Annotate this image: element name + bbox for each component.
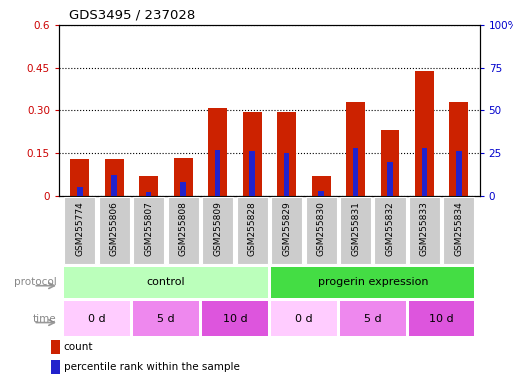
Bar [249, 151, 255, 196]
Text: 0 d: 0 d [295, 314, 312, 324]
Bar [139, 177, 158, 196]
Bar [271, 267, 475, 298]
Bar [105, 159, 124, 196]
Bar [271, 197, 302, 263]
Bar [456, 151, 462, 196]
Bar [77, 187, 83, 196]
Text: percentile rank within the sample: percentile rank within the sample [64, 362, 240, 372]
Bar [111, 175, 117, 196]
Bar [340, 301, 405, 336]
Bar [271, 301, 337, 336]
Bar [173, 158, 192, 196]
Bar [387, 162, 393, 196]
Text: 5 d: 5 d [157, 314, 175, 324]
Bar [311, 177, 330, 196]
Bar [352, 148, 359, 196]
Bar [146, 192, 151, 196]
Bar [168, 197, 199, 263]
Bar [236, 197, 268, 263]
Text: time: time [33, 314, 56, 324]
Bar [64, 267, 268, 298]
Text: GSM255806: GSM255806 [110, 201, 119, 256]
Text: GSM255833: GSM255833 [420, 201, 429, 256]
Text: protocol: protocol [14, 277, 56, 287]
Text: GSM255829: GSM255829 [282, 201, 291, 256]
Bar [415, 71, 434, 196]
Text: GSM255832: GSM255832 [385, 201, 394, 256]
Bar [64, 301, 130, 336]
Bar [202, 301, 268, 336]
Bar [243, 112, 262, 196]
Text: 10 d: 10 d [223, 314, 247, 324]
Bar [133, 301, 199, 336]
Bar [277, 113, 296, 196]
Bar [409, 301, 475, 336]
Bar [208, 108, 227, 196]
Text: 0 d: 0 d [88, 314, 106, 324]
Text: GDS3495 / 237028: GDS3495 / 237028 [69, 8, 195, 21]
Bar [422, 148, 427, 196]
Text: control: control [147, 277, 185, 287]
Bar [340, 197, 371, 263]
Text: GSM255828: GSM255828 [248, 201, 256, 256]
Text: GSM255807: GSM255807 [144, 201, 153, 256]
Bar [381, 130, 400, 196]
Text: GSM255809: GSM255809 [213, 201, 222, 256]
Bar [449, 102, 468, 196]
Bar [64, 197, 95, 263]
Text: GSM255774: GSM255774 [75, 201, 84, 256]
Text: count: count [64, 342, 93, 352]
Bar [51, 340, 61, 354]
Text: progerin expression: progerin expression [318, 277, 428, 287]
Bar [409, 197, 440, 263]
Text: 10 d: 10 d [429, 314, 454, 324]
Bar [133, 197, 164, 263]
Text: GSM255831: GSM255831 [351, 201, 360, 256]
Text: 5 d: 5 d [364, 314, 382, 324]
Text: GSM255808: GSM255808 [179, 201, 188, 256]
Bar [346, 102, 365, 196]
Bar [98, 197, 130, 263]
Bar [374, 197, 405, 263]
Bar [443, 197, 475, 263]
Bar [318, 191, 324, 196]
Text: GSM255834: GSM255834 [455, 201, 463, 256]
Bar [306, 197, 337, 263]
Bar [51, 360, 61, 374]
Bar [215, 150, 221, 196]
Bar [284, 153, 289, 196]
Bar [202, 197, 233, 263]
Bar [70, 159, 89, 196]
Text: GSM255830: GSM255830 [317, 201, 326, 256]
Bar [180, 182, 186, 196]
